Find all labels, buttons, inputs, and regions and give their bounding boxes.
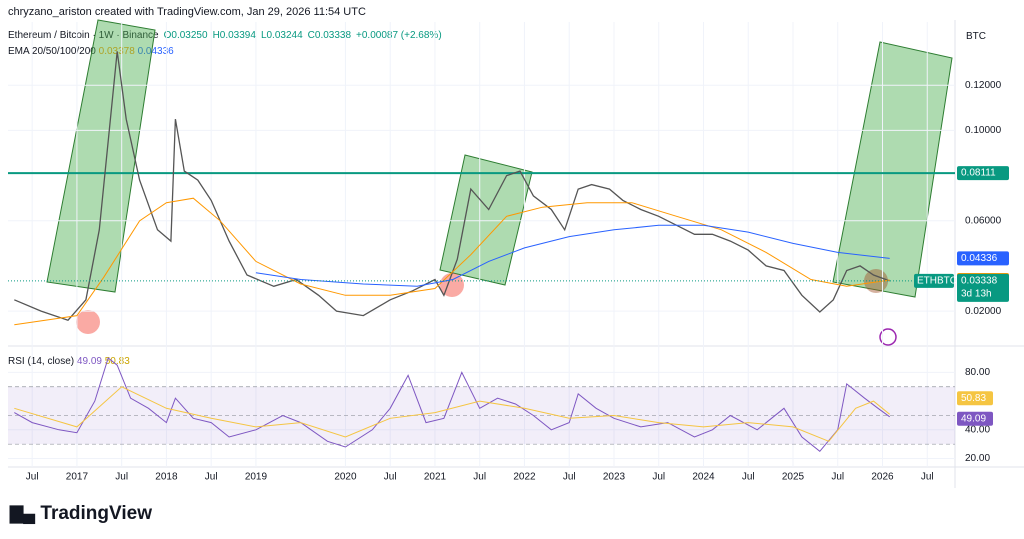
y-tick-label: 0.06000 xyxy=(965,215,1002,226)
rsi-legend: RSI (14, close) 49.09 50.83 xyxy=(8,356,130,367)
channel-box xyxy=(439,154,533,286)
rsi-value-label: 50.83 xyxy=(961,393,986,404)
y-tick-label: 0.10000 xyxy=(965,125,1002,136)
x-tick-label: 2026 xyxy=(871,472,894,483)
last-price: 0.03338 xyxy=(961,276,998,287)
y-tick-label: 40.00 xyxy=(965,424,990,435)
ohlc-item: L0.03244 xyxy=(260,30,303,41)
rsi-ma-value: 50.83 xyxy=(104,356,130,367)
symbol: Ethereum / Bitcoin · 1W · Binance xyxy=(8,30,159,41)
hline-label-box xyxy=(957,166,1009,181)
y-tick-label: 80.00 xyxy=(965,367,990,378)
brand-name: TradingView xyxy=(40,503,152,524)
attribution: chryzano_ariston created with TradingVie… xyxy=(8,6,366,18)
x-tick-label: Jul xyxy=(831,472,844,483)
series-line xyxy=(14,197,890,326)
highlight-circle xyxy=(76,310,100,334)
chart: 0.12000 0.10000 0.06000 0.02000 Jul 2017 Jul 20… xyxy=(8,19,1024,488)
x-tick-label: 2023 xyxy=(603,472,626,483)
ema-price-label: 0.04336 xyxy=(961,253,998,264)
ohlc-item: H0.03394 xyxy=(212,30,256,41)
ohlc-item: C0.03338 xyxy=(307,30,352,41)
rsi-title: RSI (14, close) xyxy=(8,356,75,367)
x-tick-label: 2024 xyxy=(692,472,715,483)
channel-box xyxy=(832,41,953,298)
channel-box xyxy=(46,19,156,293)
x-tick-label: Jul xyxy=(652,472,665,483)
symbol-box xyxy=(914,273,954,288)
x-tick-label: 2017 xyxy=(66,472,89,483)
x-tick-label: Jul xyxy=(921,472,934,483)
logo: ▇▄ xyxy=(10,504,36,523)
ema-price-label-box xyxy=(957,251,1009,266)
drawings xyxy=(46,19,953,298)
alert-icon[interactable] xyxy=(879,328,897,346)
hline-label: 0.08111 xyxy=(961,168,996,179)
ohlc-item: +0.00087 (+2.68%) xyxy=(356,30,442,41)
currency: BTC xyxy=(966,31,986,42)
indicator: EMA 20/50/100/200 xyxy=(8,46,96,57)
ohlc-item: O0.03250 xyxy=(163,30,208,41)
ohlc: O0.03250 H0.03394 L0.03244 C0.03338 +0.00087… xyxy=(159,30,442,41)
x-tick-label: 2019 xyxy=(245,472,268,483)
series-line xyxy=(255,224,890,287)
rsi-value-label: 49.09 xyxy=(961,413,986,424)
highlight-circle xyxy=(440,273,464,297)
y-tick-label: 0.02000 xyxy=(965,306,1002,317)
symbol-label: ETHBTC xyxy=(917,276,957,287)
x-tick-label: Jul xyxy=(205,472,218,483)
ema-value: 0.04336 xyxy=(137,46,174,57)
x-tick-label: 2021 xyxy=(424,472,447,483)
series-line xyxy=(14,357,890,452)
symbol-legend: Ethereum / Bitcoin · 1W · Binance O0.0325… xyxy=(8,30,442,41)
brand: ▇▄ TradingView xyxy=(10,503,152,525)
rsi-value-label-box xyxy=(957,391,993,406)
plot: 0.12000 0.10000 0.06000 0.02000 Jul 2017 Jul 20… xyxy=(8,22,1009,483)
x-tick-label: 2022 xyxy=(513,472,536,483)
x-tick-label: 2018 xyxy=(155,472,178,483)
x-tick-label: Jul xyxy=(384,472,397,483)
x-tick-label: Jul xyxy=(115,472,128,483)
x-tick-label: Jul xyxy=(563,472,576,483)
x-tick-label: Jul xyxy=(26,472,39,483)
y-tick-label: 20.00 xyxy=(965,453,990,464)
rsi-value: 49.09 xyxy=(76,356,102,367)
countdown: 3d 13h xyxy=(961,289,992,300)
series-line xyxy=(14,51,890,321)
series-line xyxy=(14,386,891,442)
price-box xyxy=(957,273,1009,302)
y-tick-label: 0.12000 xyxy=(965,80,1002,91)
x-tick-label: Jul xyxy=(473,472,486,483)
x-tick-label: 2020 xyxy=(334,472,357,483)
x-tick-label: Jul xyxy=(742,472,755,483)
rsi-value-label-box xyxy=(957,411,993,426)
x-tick-label: 2025 xyxy=(782,472,805,483)
